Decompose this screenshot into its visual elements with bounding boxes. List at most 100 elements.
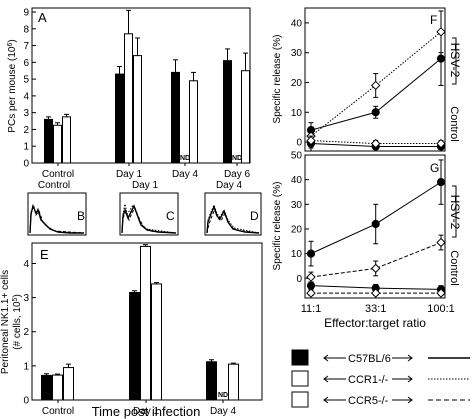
y-tick-label: 0 <box>296 138 302 149</box>
y-tick-label: 50 <box>291 151 303 162</box>
y-tick-label: 30 <box>291 200 303 211</box>
x-tick-label: Day 4 <box>210 406 237 417</box>
panel-e-label: E <box>40 247 49 262</box>
bar <box>206 361 217 401</box>
legend-arrowhead-left <box>323 354 329 362</box>
panel-c-label: C <box>166 209 175 223</box>
hist-c-curve-solid <box>121 204 177 234</box>
y-tick-label: 5 <box>23 75 29 86</box>
series-line <box>310 140 441 145</box>
data-point <box>436 138 446 149</box>
panel-a-ylabel: PCs per mouse (106) <box>7 39 19 132</box>
panel-g-control-label: Control <box>448 250 460 285</box>
legend-label: C57BL/6 <box>348 353 391 365</box>
y-tick-label: 2 <box>23 125 29 136</box>
bar <box>189 80 198 164</box>
y-tick-label: 4 <box>23 91 29 102</box>
x-tick-label: Day 4 <box>172 169 199 180</box>
data-point <box>436 27 446 37</box>
hist-d-curve-dashed <box>206 207 260 234</box>
data-point <box>436 288 446 298</box>
bar <box>133 55 142 164</box>
y-tick-label: 0 <box>23 396 29 407</box>
panel-f-bracket <box>452 37 457 85</box>
x-axis-title: Time post infection <box>92 404 201 419</box>
hist-d-title: Day 4 <box>216 180 243 191</box>
x-tick-label: Control <box>42 406 74 417</box>
data-point <box>370 80 381 91</box>
hist-c-curve-dotted <box>121 203 177 234</box>
hist-d-curve-dotted <box>206 203 260 234</box>
bar <box>44 118 53 164</box>
bar <box>115 73 124 164</box>
hist-c-curves <box>121 203 177 234</box>
bar <box>53 124 62 164</box>
legend-arrowhead-right <box>407 354 413 362</box>
panel-f-control-label: Control <box>448 106 460 141</box>
y-tick-label: 0 <box>296 274 302 285</box>
y-tick-label: 6 <box>23 58 29 69</box>
legend: C57BL/6 CCR1-/- CCR5-/- <box>291 349 470 408</box>
panel-e-ylabel-2: (# cells, 105) <box>12 294 24 350</box>
y-tick-label: 1 <box>23 361 29 372</box>
panel-e-ylabel-1: Peritoneal NK1.1+ cells <box>0 270 11 374</box>
data-point <box>370 288 381 298</box>
panel-d-label: D <box>250 209 259 223</box>
panel-g-frame <box>304 154 446 299</box>
x-tick-label: Day 1 <box>133 406 160 417</box>
hist-b-frame <box>27 192 87 236</box>
panel-f-plot: 0 10 20 30 40 <box>291 10 446 151</box>
bar <box>52 374 63 401</box>
legend-arrowhead-right <box>407 375 413 383</box>
y-tick-label: 20 <box>291 224 303 235</box>
data-point <box>306 288 316 298</box>
panel-g-plot: 0 10 20 30 40 50 11:1 33:1 100:1 <box>291 151 455 316</box>
data-point <box>306 272 316 282</box>
y-tick-label: 8 <box>23 24 29 35</box>
hist-d-frame <box>204 192 262 236</box>
x-tick-label: 100:1 <box>427 303 455 315</box>
hist-d-curves <box>206 203 260 234</box>
data-point <box>436 54 446 63</box>
panel-f-ylabel: Specific release (%) <box>272 35 283 124</box>
legend-arrowhead-left <box>323 396 329 404</box>
panel-f-frame <box>304 7 446 152</box>
data-point <box>306 135 316 146</box>
x-tick-label: 11:1 <box>301 303 322 315</box>
legend-swatch <box>291 391 309 408</box>
bar <box>62 116 71 164</box>
panel-e-plot: 0 1 2 3 4 Control Day 1 Day 4 ND <box>23 244 239 417</box>
legend-swatch <box>291 370 309 387</box>
bar <box>151 283 162 401</box>
legend-label: CCR1-/- <box>348 374 389 386</box>
legend-arrowhead-right <box>407 396 413 404</box>
y-tick-label: 3 <box>23 108 29 119</box>
hist-c-curve-dashed <box>121 206 177 234</box>
y-tick-label: 2 <box>23 327 29 338</box>
y-tick-label: 9 <box>23 8 29 19</box>
nd-annotation: ND <box>218 392 228 399</box>
y-tick-label: 10 <box>291 108 303 119</box>
panel-g-label: G <box>430 161 439 175</box>
panel-g-bracket <box>452 185 457 238</box>
data-point <box>306 249 316 258</box>
bar <box>41 374 52 401</box>
bar <box>63 367 74 401</box>
effector-axis-title: Effector:target ratio <box>324 316 426 330</box>
data-point <box>371 108 380 117</box>
panel-f-hsv2-label: HSV-2 <box>448 43 462 78</box>
data-point <box>371 219 380 229</box>
hist-c-title: Day 1 <box>132 180 159 191</box>
hist-b-curve-dotted <box>29 204 85 234</box>
data-point <box>436 237 446 248</box>
bar <box>124 33 133 164</box>
x-tick-label: Day 1 <box>116 169 143 180</box>
legend-label: CCR5-/- <box>348 395 389 407</box>
bar <box>129 291 140 401</box>
y-tick-label: 0 <box>23 159 29 170</box>
panel-a-plot: 0 1 2 3 4 5 6 7 8 9 Control Day 1 Day 4 ND Day 6 ND <box>23 8 250 181</box>
bar <box>140 245 151 401</box>
data-point <box>370 263 381 274</box>
data-point <box>370 138 381 149</box>
